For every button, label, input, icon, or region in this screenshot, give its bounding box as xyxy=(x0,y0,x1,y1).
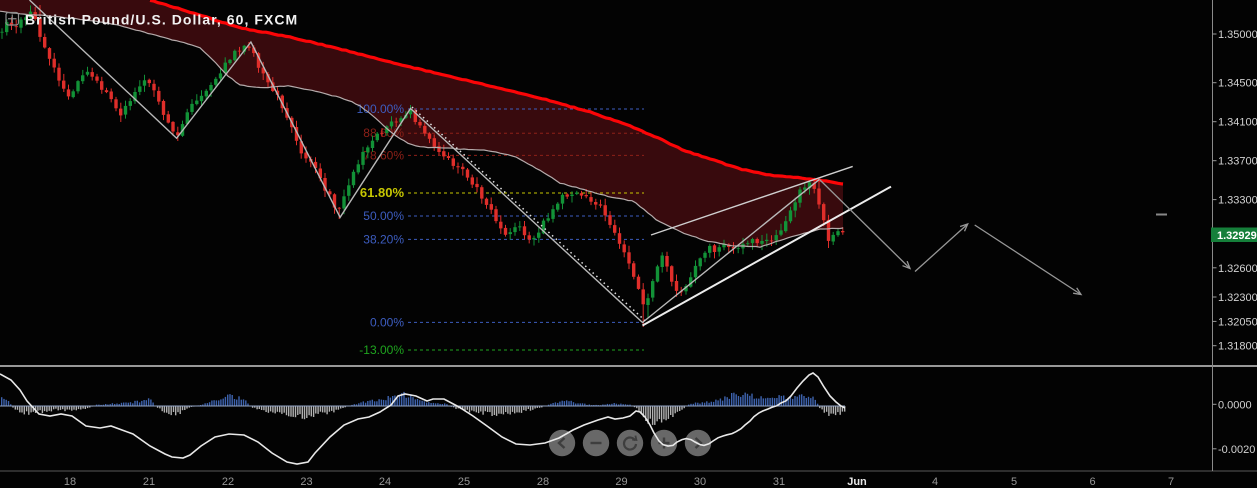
svg-text:61.80%: 61.80% xyxy=(360,185,405,200)
svg-text:31: 31 xyxy=(773,476,785,488)
svg-text:21: 21 xyxy=(143,476,155,488)
svg-text:1.34500: 1.34500 xyxy=(1218,78,1257,90)
svg-text:1.33700: 1.33700 xyxy=(1218,156,1257,168)
svg-text:50.00%: 50.00% xyxy=(363,209,404,223)
svg-text:-13.00%: -13.00% xyxy=(359,343,404,357)
svg-text:1.31800: 1.31800 xyxy=(1218,341,1257,353)
svg-text:1.35000: 1.35000 xyxy=(1218,29,1257,41)
svg-text:1.32300: 1.32300 xyxy=(1218,292,1257,304)
svg-text:24: 24 xyxy=(379,476,391,488)
svg-text:38.20%: 38.20% xyxy=(363,232,404,246)
svg-text:-0.0020: -0.0020 xyxy=(1218,444,1255,456)
svg-text:22: 22 xyxy=(222,476,234,488)
svg-text:18: 18 xyxy=(64,476,76,488)
svg-text:1.33300: 1.33300 xyxy=(1218,195,1257,207)
svg-text:0.0000: 0.0000 xyxy=(1218,399,1252,411)
svg-text:23: 23 xyxy=(300,476,312,488)
svg-text:1.32600: 1.32600 xyxy=(1218,263,1257,275)
svg-text:30: 30 xyxy=(694,476,706,488)
svg-text:Jun: Jun xyxy=(847,476,867,488)
svg-text:29: 29 xyxy=(615,476,627,488)
svg-text:5: 5 xyxy=(1011,476,1017,488)
svg-text:88.60%: 88.60% xyxy=(363,126,404,140)
svg-text:28: 28 xyxy=(537,476,549,488)
svg-text:6: 6 xyxy=(1089,476,1095,488)
svg-text:78.60%: 78.60% xyxy=(363,148,404,162)
svg-text:British Pound/U.S. Dollar, 60,: British Pound/U.S. Dollar, 60, FXCM xyxy=(25,12,298,28)
svg-text:4: 4 xyxy=(932,476,938,488)
svg-text:0.00%: 0.00% xyxy=(370,315,404,329)
svg-text:1.34100: 1.34100 xyxy=(1218,117,1257,129)
svg-text:25: 25 xyxy=(458,476,470,488)
svg-text:1.32050: 1.32050 xyxy=(1218,316,1257,328)
svg-text:7: 7 xyxy=(1168,476,1174,488)
svg-text:1.32929: 1.32929 xyxy=(1217,230,1257,242)
